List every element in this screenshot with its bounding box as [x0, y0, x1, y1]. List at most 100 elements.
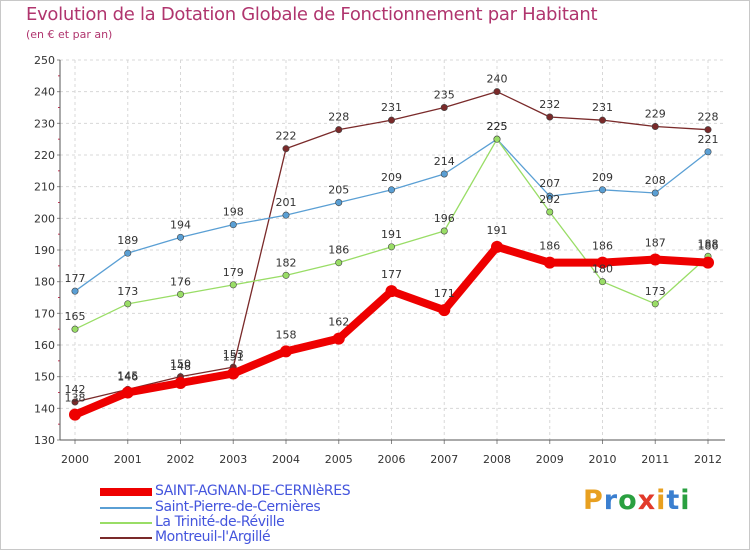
data-label-saint-agnan-de-cerni-res: 148 [170, 360, 191, 373]
data-point-montreuil-l-argill- [546, 113, 554, 121]
y-tick-label: 140 [34, 402, 55, 415]
legend-label: SAINT-AGNAN-DE-CERNIèRES [155, 483, 351, 499]
data-point-la-trinit-de-r-ville [598, 278, 606, 286]
legend-swatch [100, 507, 152, 509]
data-label-la-trinit-de-r-ville: 191 [381, 228, 402, 241]
logo-letter: i [656, 485, 667, 516]
data-point-saint-pierre-de-cerni-res [229, 221, 237, 229]
legend-label: Montreuil-l'Argillé [155, 529, 271, 545]
x-tick-label: 2006 [378, 453, 406, 466]
data-point-montreuil-l-argill- [704, 126, 712, 134]
logo-letter: P [583, 485, 604, 516]
x-tick-label: 2003 [219, 453, 247, 466]
data-point-saint-agnan-de-cerni-res [332, 332, 345, 345]
data-label-la-trinit-de-r-ville: 173 [645, 285, 666, 298]
data-point-la-trinit-de-r-ville [71, 325, 79, 333]
series-group [69, 88, 714, 421]
data-label-saint-agnan-de-cerni-res: 151 [223, 351, 244, 364]
logo-letter: r [603, 485, 619, 516]
data-label-montreuil-l-argill-: 142 [65, 383, 86, 396]
data-point-la-trinit-de-r-ville [124, 300, 132, 308]
x-tick-label: 2000 [61, 453, 89, 466]
data-label-saint-agnan-de-cerni-res: 138 [65, 392, 86, 405]
logo-letter: t [666, 485, 681, 516]
legend-swatch [100, 537, 152, 539]
legend-swatch [100, 522, 152, 524]
y-tick-label: 160 [34, 339, 55, 352]
y-tick-label: 240 [34, 86, 55, 99]
data-label-saint-pierre-de-cerni-res: 177 [65, 272, 86, 285]
data-label-montreuil-l-argill-: 229 [645, 108, 666, 121]
data-point-montreuil-l-argill- [387, 116, 395, 124]
y-tick-label: 170 [34, 307, 55, 320]
data-label-saint-agnan-de-cerni-res: 158 [276, 328, 297, 341]
logo-letter: i [680, 485, 691, 516]
data-label-la-trinit-de-r-ville: 186 [328, 244, 349, 257]
data-label-saint-agnan-de-cerni-res: 187 [645, 237, 666, 250]
x-tick-label: 2004 [272, 453, 300, 466]
data-label-saint-pierre-de-cerni-res: 205 [328, 184, 349, 197]
data-label-saint-pierre-de-cerni-res: 207 [539, 177, 560, 190]
data-point-saint-agnan-de-cerni-res [543, 256, 556, 269]
data-label-montreuil-l-argill-: 235 [434, 89, 455, 102]
data-point-saint-agnan-de-cerni-res [491, 240, 503, 253]
data-point-la-trinit-de-r-ville [651, 300, 659, 308]
data-label-saint-agnan-de-cerni-res: 186 [592, 240, 613, 253]
data-label-la-trinit-de-r-ville: 202 [539, 193, 560, 206]
data-point-montreuil-l-argill- [71, 398, 79, 406]
data-label-montreuil-l-argill-: 153 [223, 348, 244, 361]
data-label-saint-pierre-de-cerni-res: 221 [698, 133, 719, 146]
data-label-saint-agnan-de-cerni-res: 145 [117, 370, 138, 383]
data-point-saint-agnan-de-cerni-res [280, 345, 292, 358]
data-point-saint-pierre-de-cerni-res [440, 170, 448, 178]
data-label-la-trinit-de-r-ville: 196 [434, 212, 455, 225]
data-point-montreuil-l-argill- [651, 123, 659, 131]
data-label-la-trinit-de-r-ville: 165 [65, 310, 86, 323]
data-point-saint-agnan-de-cerni-res [649, 253, 662, 266]
data-point-saint-agnan-de-cerni-res [121, 386, 134, 399]
data-label-montreuil-l-argill-: 222 [276, 130, 297, 143]
x-tick-label: 2012 [694, 453, 722, 466]
data-label-montreuil-l-argill-: 146 [117, 370, 138, 383]
y-tick-label: 250 [34, 54, 55, 67]
data-point-la-trinit-de-r-ville [335, 259, 343, 267]
data-point-saint-pierre-de-cerni-res [387, 186, 395, 194]
y-tick-label: 190 [34, 244, 55, 257]
data-point-saint-agnan-de-cerni-res [596, 256, 609, 269]
chart-subtitle: (en € et par an) [26, 28, 113, 41]
data-label-saint-pierre-de-cerni-res: 198 [223, 206, 244, 219]
data-point-saint-pierre-de-cerni-res [704, 148, 712, 156]
data-label-saint-pierre-de-cerni-res: 214 [434, 155, 455, 168]
data-label-la-trinit-de-r-ville: 173 [117, 285, 138, 298]
data-point-la-trinit-de-r-ville [387, 243, 395, 251]
y-tick-label: 180 [34, 276, 55, 289]
y-tick-label: 220 [34, 149, 55, 162]
data-point-la-trinit-de-r-ville [493, 135, 501, 143]
data-label-saint-agnan-de-cerni-res: 171 [434, 287, 455, 300]
data-label-montreuil-l-argill-: 228 [698, 111, 719, 124]
data-point-saint-pierre-de-cerni-res [546, 192, 554, 200]
data-label-montreuil-l-argill-: 231 [381, 101, 402, 114]
proxiti-logo: Proxiti [583, 485, 691, 516]
data-point-la-trinit-de-r-ville [282, 271, 290, 279]
data-point-saint-pierre-de-cerni-res [335, 199, 343, 207]
axes: 130 140 150 160 170 180 190 200 210 220 230 240 250 2… [34, 54, 725, 466]
logo-letter: o [618, 485, 638, 516]
data-label-saint-agnan-de-cerni-res: 191 [487, 224, 508, 237]
data-label-la-trinit-de-r-ville: 176 [170, 275, 191, 288]
x-tick-label: 2010 [589, 453, 617, 466]
legend-label: La Trinité-de-Réville [155, 514, 285, 530]
chart-title: Evolution de la Dotation Globale de Fonc… [26, 4, 598, 25]
data-point-saint-agnan-de-cerni-res [438, 304, 451, 317]
y-tick-label: 200 [34, 212, 55, 225]
data-point-saint-agnan-de-cerni-res [702, 256, 714, 269]
x-tick-label: 2007 [430, 453, 458, 466]
x-tick-label: 2011 [641, 453, 669, 466]
data-label-saint-pierre-de-cerni-res: 194 [170, 218, 191, 231]
data-labels: 142 146 150 153 222 228 231 235 240 232 231 229 228 1… [65, 73, 719, 405]
x-tick-label: 2001 [114, 453, 142, 466]
data-point-saint-pierre-de-cerni-res [124, 249, 132, 257]
data-label-saint-pierre-de-cerni-res: 225 [487, 120, 508, 133]
data-point-saint-pierre-de-cerni-res [71, 287, 79, 295]
